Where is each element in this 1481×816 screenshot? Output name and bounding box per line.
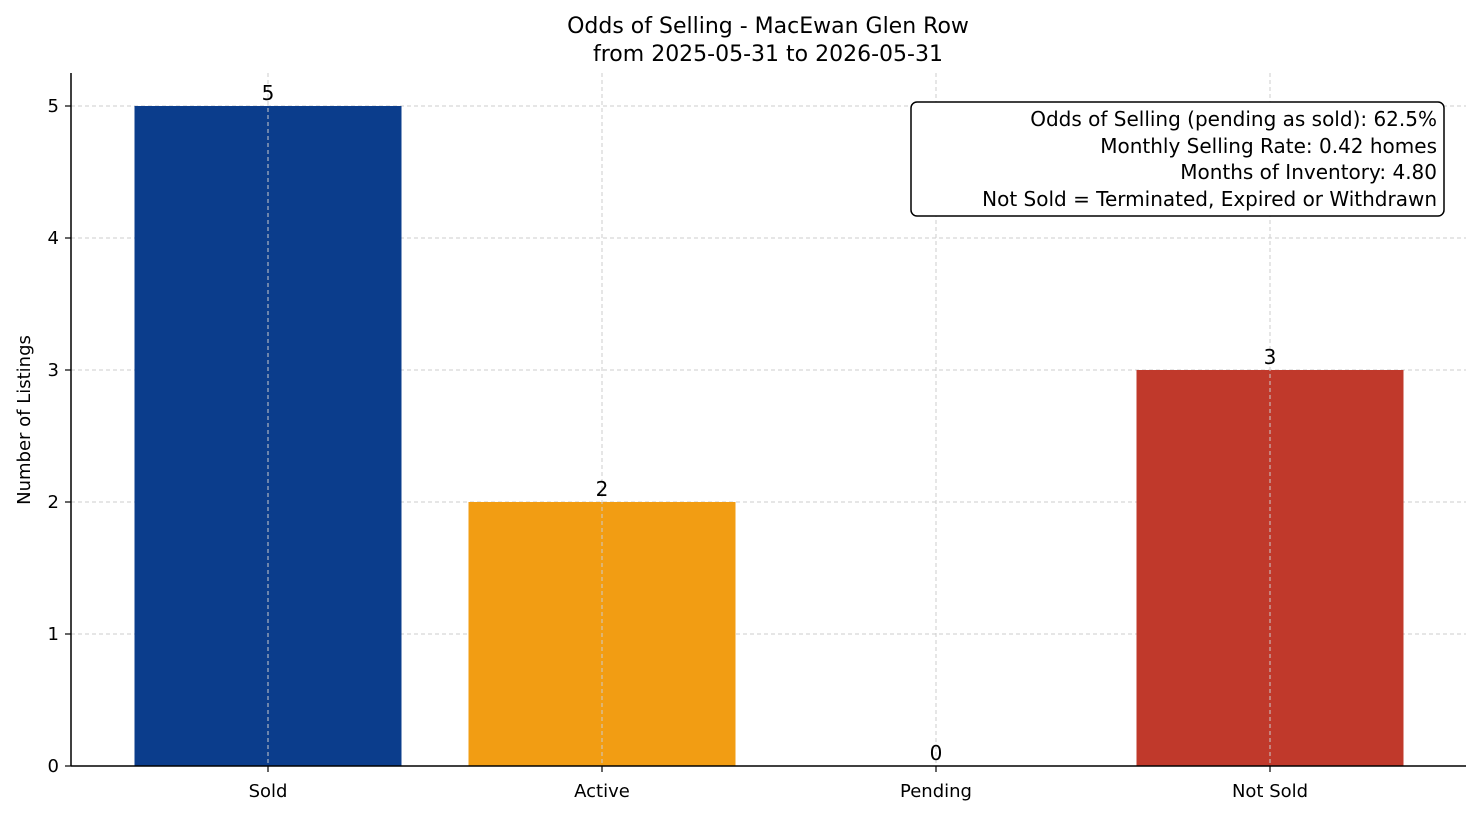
- bar-sold: [134, 106, 402, 766]
- x-tick-label: Active: [574, 781, 630, 802]
- data-label: 3: [1264, 345, 1277, 369]
- x-tick-label: Pending: [900, 781, 972, 802]
- data-label: 0: [930, 741, 943, 765]
- data-label: 5: [262, 81, 275, 105]
- chart-title-line-2: from 2025-05-31 to 2026-05-31: [593, 42, 943, 67]
- chart-title-line-1: Odds of Selling - MacEwan Glen Row: [567, 14, 969, 39]
- info-line-not-sold-def: Not Sold = Terminated, Expired or Withdr…: [982, 187, 1437, 211]
- y-tick-label: 3: [48, 360, 59, 381]
- data-labels: 5 2 0 3: [262, 81, 1277, 765]
- info-box-frame: [910, 101, 1445, 217]
- info-line-inventory: Months of Inventory: 4.80: [1180, 160, 1437, 184]
- y-tick-label: 2: [48, 492, 59, 513]
- x-tick-labels: Sold Active Pending Not Sold: [249, 766, 1308, 802]
- info-box: Odds of Selling (pending as sold): 62.5%…: [910, 101, 1445, 217]
- axes: [70, 73, 1466, 767]
- info-line-selling-rate: Monthly Selling Rate: 0.42 homes: [1100, 134, 1437, 158]
- y-tick-label: 4: [48, 228, 59, 249]
- data-label: 2: [596, 477, 609, 501]
- y-tick-label: 0: [48, 756, 59, 777]
- y-tick-label: 5: [48, 96, 59, 117]
- info-line-odds: Odds of Selling (pending as sold): 62.5%: [1030, 107, 1437, 131]
- x-tick-label: Sold: [249, 781, 288, 802]
- y-tick-label: 1: [48, 624, 59, 645]
- chart-title: Odds of Selling - MacEwan Glen Row from …: [567, 14, 969, 67]
- y-axis-label: Number of Listings: [14, 335, 35, 505]
- x-tick-label: Not Sold: [1232, 781, 1308, 802]
- y-tick-labels: 0 1 2 3 4 5: [48, 96, 71, 777]
